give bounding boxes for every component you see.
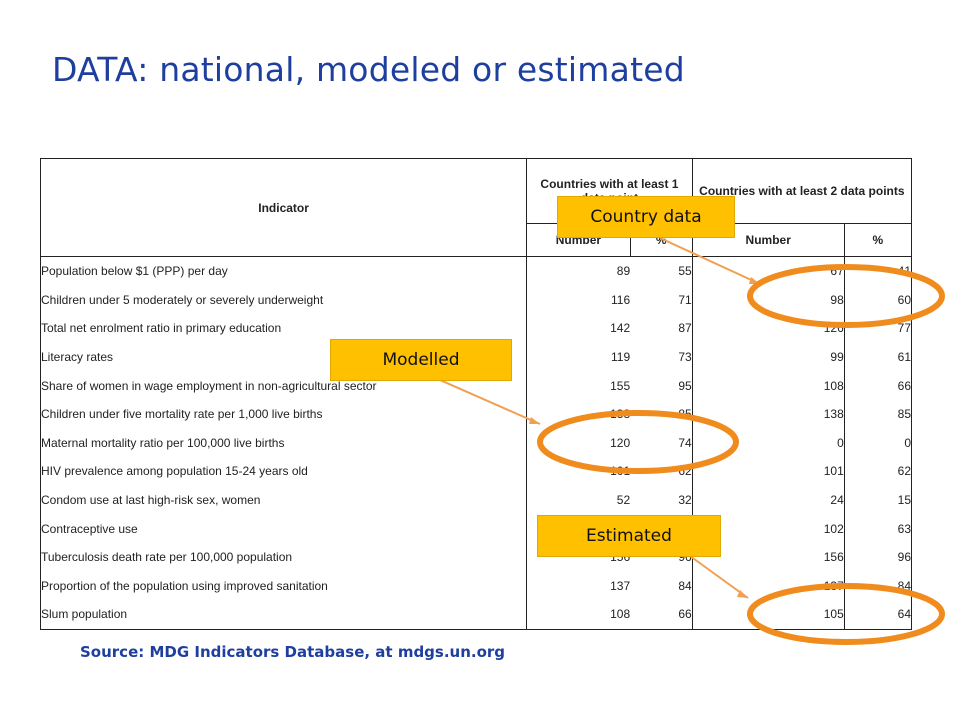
highlight-ring-maternal-mortality <box>537 410 739 474</box>
row-percent-1: 95 <box>630 371 693 400</box>
row-percent-2: 66 <box>843 371 913 400</box>
row-number-1: 137 <box>526 571 631 601</box>
row-number-2: 138 <box>823 407 844 422</box>
row-number-1: 155 <box>526 371 631 400</box>
row-number-1: 119 <box>526 342 631 372</box>
row-percent-1: 66 <box>630 600 693 630</box>
row-percent-2: 60 <box>843 285 913 315</box>
row-indicator: Share of women in wage employment in non… <box>39 371 527 400</box>
row-number-2: 99 <box>830 350 844 365</box>
header-indicator: Indicator <box>39 158 528 257</box>
row-number-2: 24 <box>830 493 844 508</box>
source-note: Source: MDG Indicators Database, at mdgs… <box>80 643 506 661</box>
row-percent-1: 73 <box>630 342 693 372</box>
row-number-1: 52 <box>526 485 631 515</box>
table-row: Population below $1 (PPP) per day 89 55 … <box>39 256 913 286</box>
row-number-2: 0 <box>837 435 844 450</box>
indicators-table: Indicator Countries with at least 1 data… <box>39 158 913 630</box>
row-indicator: Tuberculosis death rate per 100,000 popu… <box>39 542 527 572</box>
estimated-arrow <box>689 555 749 599</box>
row-percent-2: 63 <box>843 514 913 543</box>
table-row: Proportion of the population using impro… <box>39 571 913 601</box>
row-indicator: Children under five mortality rate per 1… <box>39 399 527 429</box>
row-indicator: Contraceptive use <box>39 514 527 543</box>
table-row: Condom use at last high-risk sex, women … <box>39 485 913 515</box>
row-percent-2: 62 <box>843 457 913 486</box>
row-indicator: Population below $1 (PPP) per day <box>39 256 527 286</box>
table-row: HIV prevalence among population 15-24 ye… <box>39 457 913 486</box>
row-number-1: 116 <box>526 285 631 315</box>
row-number-2: 102 <box>823 521 844 536</box>
table-row: Total net enrolment ratio in primary edu… <box>39 314 913 343</box>
row-percent-1: 84 <box>630 571 693 601</box>
table-row: Maternal mortality ratio per 100,000 liv… <box>39 428 913 458</box>
row-indicator: HIV prevalence among population 15-24 ye… <box>39 457 527 486</box>
estimated-arrowhead <box>737 590 748 598</box>
row-percent-1: 74 <box>630 428 693 458</box>
highlight-ring-underweight <box>747 264 945 328</box>
row-number-2: 98 <box>830 292 844 307</box>
table-row: Tuberculosis death rate per 100,000 popu… <box>39 542 913 572</box>
row-percent-2: 96 <box>843 542 913 572</box>
row-percent-2: 61 <box>843 342 913 372</box>
callout-modelled: Modelled <box>330 339 512 381</box>
row-percent-2: 64 <box>843 600 913 630</box>
highlight-ring-slum <box>747 583 945 645</box>
table-row: Children under 5 moderately or severely … <box>39 285 913 315</box>
row-percent-1: 87 <box>630 314 693 343</box>
header-percent-2: % <box>844 223 913 257</box>
row-percent-2: 85 <box>843 399 913 429</box>
row-indicator: Maternal mortality ratio per 100,000 liv… <box>39 428 527 458</box>
row-percent-1: 71 <box>630 285 693 315</box>
row-number-1: 89 <box>526 256 631 286</box>
row-number-2: 156 <box>823 550 844 565</box>
callout-estimated: Estimated <box>537 515 721 557</box>
row-percent-2: 15 <box>843 485 913 515</box>
row-indicator: Proportion of the population using impro… <box>39 571 527 601</box>
row-number-1: 142 <box>526 314 631 343</box>
modelled-arrow <box>439 379 541 425</box>
row-percent-2: 0 <box>843 428 913 458</box>
page-title: DATA: national, modeled or estimated <box>52 50 685 89</box>
callout-country-data: Country data <box>557 196 735 238</box>
row-indicator: Total net enrolment ratio in primary edu… <box>39 314 527 343</box>
row-number-2: 101 <box>823 464 844 479</box>
row-number-2: 108 <box>823 378 844 393</box>
country-data-arrow <box>659 237 761 285</box>
table-row: Share of women in wage employment in non… <box>39 371 913 400</box>
row-percent-1: 32 <box>630 485 693 515</box>
row-indicator: Slum population <box>39 600 527 630</box>
row-number-1: 108 <box>526 600 631 630</box>
modelled-arrowhead <box>529 417 540 424</box>
row-indicator: Condom use at last high-risk sex, women <box>39 485 527 515</box>
row-percent-1: 55 <box>630 256 693 286</box>
row-indicator: Children under 5 moderately or severely … <box>39 285 527 315</box>
